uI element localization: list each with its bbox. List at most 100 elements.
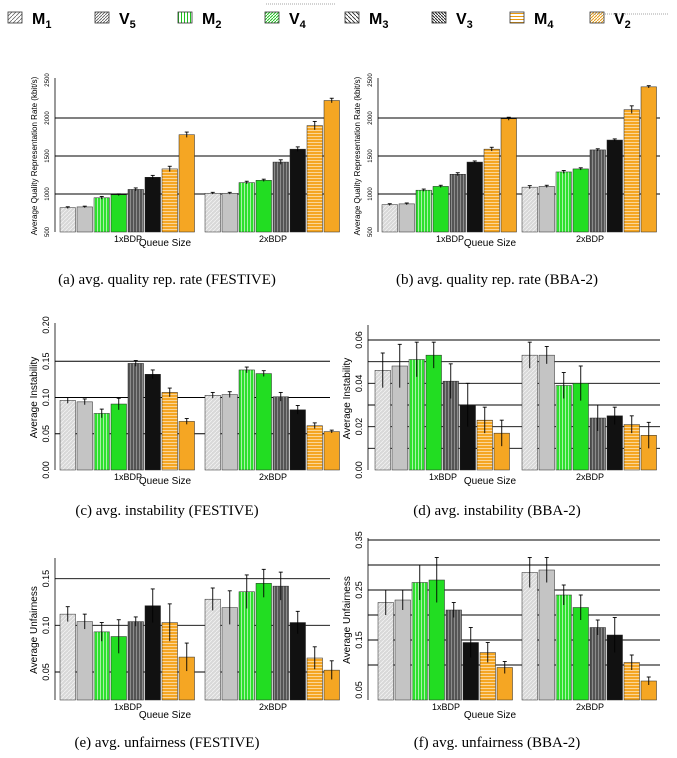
y-tick-label: 2000 [368, 111, 374, 125]
bar-v5-1xbdp [76, 621, 93, 701]
legend-label: V5 [119, 11, 136, 31]
chart-caption: (d) avg. instability (BBA-2) [413, 503, 580, 519]
bar-m3-2xbdp [272, 396, 289, 471]
bar-v5-2xbdp [221, 192, 238, 233]
legend-entry-v3: V3 [431, 11, 473, 31]
legend-label: M4 [534, 11, 554, 31]
y-axis-label: Average Unfairness [342, 576, 353, 664]
bar-v3-2xbdp [606, 139, 623, 233]
bar-m1-1xbdp [59, 207, 76, 233]
x-tick-label: 2xBDP [259, 472, 287, 482]
y-tick-label: 0.06 [354, 331, 364, 349]
x-tick-label: 1xBDP [436, 234, 464, 244]
bar-m1-2xbdp [204, 395, 221, 471]
y-axis-label: Average Quality Representation Rate (kbi… [353, 76, 362, 235]
bar-v4-2xbdp [255, 180, 272, 233]
legend-swatch [589, 11, 605, 24]
x-tick-label: 1xBDP [114, 702, 142, 712]
legend-swatch [177, 11, 193, 24]
bar-m2-1xbdp [93, 413, 110, 471]
x-tick-label: 1xBDP [432, 702, 460, 712]
legend-subscript: 3 [382, 19, 388, 31]
x-axis-label: Queue Size [464, 238, 517, 249]
bar-m1-1xbdp [377, 602, 394, 701]
y-tick-label: 0.05 [354, 681, 364, 699]
y-tick-label: 0.35 [354, 531, 364, 549]
y-tick-label: 1000 [45, 187, 51, 201]
y-tick-label: 1500 [368, 149, 374, 163]
x-tick-label: 2xBDP [576, 472, 604, 482]
x-tick-label: 1xBDP [114, 234, 142, 244]
legend-entry-m2: M2 [177, 11, 221, 31]
bar-m3-2xbdp [589, 627, 606, 701]
legend-subscript: 4 [300, 19, 307, 31]
y-tick-label: 0.15 [354, 631, 364, 649]
bar-m3-1xbdp [127, 363, 144, 471]
y-tick-label: 1000 [368, 187, 374, 201]
x-tick-label: 2xBDP [576, 234, 604, 244]
legend-entry-v5: V5 [94, 11, 136, 31]
chart-a: 500 1000 1500 2000 2500 Average Quality Repre… [30, 73, 340, 288]
bar-v3-2xbdp [289, 409, 306, 471]
bar-v5-2xbdp [221, 394, 238, 471]
y-axis-label: Average Unfairness [29, 586, 40, 674]
bar-v3-1xbdp [144, 374, 161, 471]
legend-subscript: 4 [547, 19, 554, 31]
bar-m3-1xbdp [445, 609, 462, 701]
x-axis-label: Queue Size [139, 710, 192, 721]
legend-swatch [509, 11, 525, 24]
y-tick-label: 1500 [45, 149, 51, 163]
y-tick-label: 0.00 [354, 461, 364, 479]
y-tick-label: 0.04 [354, 375, 364, 393]
bar-m4-1xbdp [161, 168, 178, 233]
legend-label: M2 [202, 11, 221, 31]
legend-label: M3 [369, 11, 388, 31]
x-tick-label: 2xBDP [259, 702, 287, 712]
chart-caption: (b) avg. quality rep. rate (BBA-2) [396, 272, 598, 288]
legend-swatch [264, 11, 280, 24]
bar-v3-1xbdp [144, 177, 161, 233]
bar-v2-1xbdp [500, 118, 517, 233]
chart-caption: (f) avg. unfairness (BBA-2) [414, 735, 581, 751]
bar-m1-1xbdp [59, 613, 76, 701]
y-axis-label: Average Instability [29, 357, 40, 439]
legend: M1 V5 M2 V4 M3 V3 M4 V2 [7, 3, 668, 31]
bar-m1-1xbdp [381, 204, 398, 233]
bar-m1-2xbdp [204, 598, 221, 701]
chart-f: 0.05 0.15 0.25 0.35 Average Unfairness 1xBDP 2… [342, 531, 660, 751]
y-tick-label: 2000 [45, 111, 51, 125]
legend-entry-v2: V2 [589, 11, 631, 31]
bar-m3-1xbdp [127, 621, 144, 701]
chart-b: 500 1000 1500 2000 2500 Average Quality Repre… [353, 73, 660, 288]
y-tick-label: 0.02 [354, 418, 364, 436]
x-tick-label: 1xBDP [429, 472, 457, 482]
bar-m3-1xbdp [127, 189, 144, 233]
y-axis-label: Average Quality Representation Rate (kbi… [30, 76, 39, 235]
bar-m4-2xbdp [306, 125, 323, 233]
legend-swatch [344, 11, 360, 24]
bar-v5-1xbdp [76, 206, 93, 233]
bar-m3-2xbdp [272, 161, 289, 233]
legend-label: V4 [289, 11, 307, 31]
y-tick-label: 0.25 [354, 581, 364, 599]
legend-entry-m1: M1 [7, 11, 51, 31]
y-tick-label: 0.20 [41, 316, 51, 334]
legend-swatch [431, 11, 447, 24]
legend-entry-v4: V4 [264, 11, 307, 31]
chart-caption: (a) avg. quality rep. rate (FESTIVE) [58, 272, 276, 288]
x-tick-label: 1xBDP [114, 472, 142, 482]
bar-m3-2xbdp [589, 149, 606, 233]
y-tick-label: 0.05 [41, 425, 51, 443]
bar-m4-2xbdp [306, 425, 323, 471]
y-tick-label: 0.00 [41, 461, 51, 479]
charts: 500 1000 1500 2000 2500 Average Quality Repre… [29, 73, 660, 751]
bar-m4-2xbdp [623, 109, 640, 233]
x-axis-label: Queue Size [139, 476, 192, 487]
bar-m3-1xbdp [449, 173, 466, 233]
bar-v4-1xbdp [110, 194, 127, 233]
legend-subscript: 5 [130, 19, 136, 31]
bar-m4-1xbdp [483, 148, 500, 233]
bar-v3-2xbdp [289, 622, 306, 701]
